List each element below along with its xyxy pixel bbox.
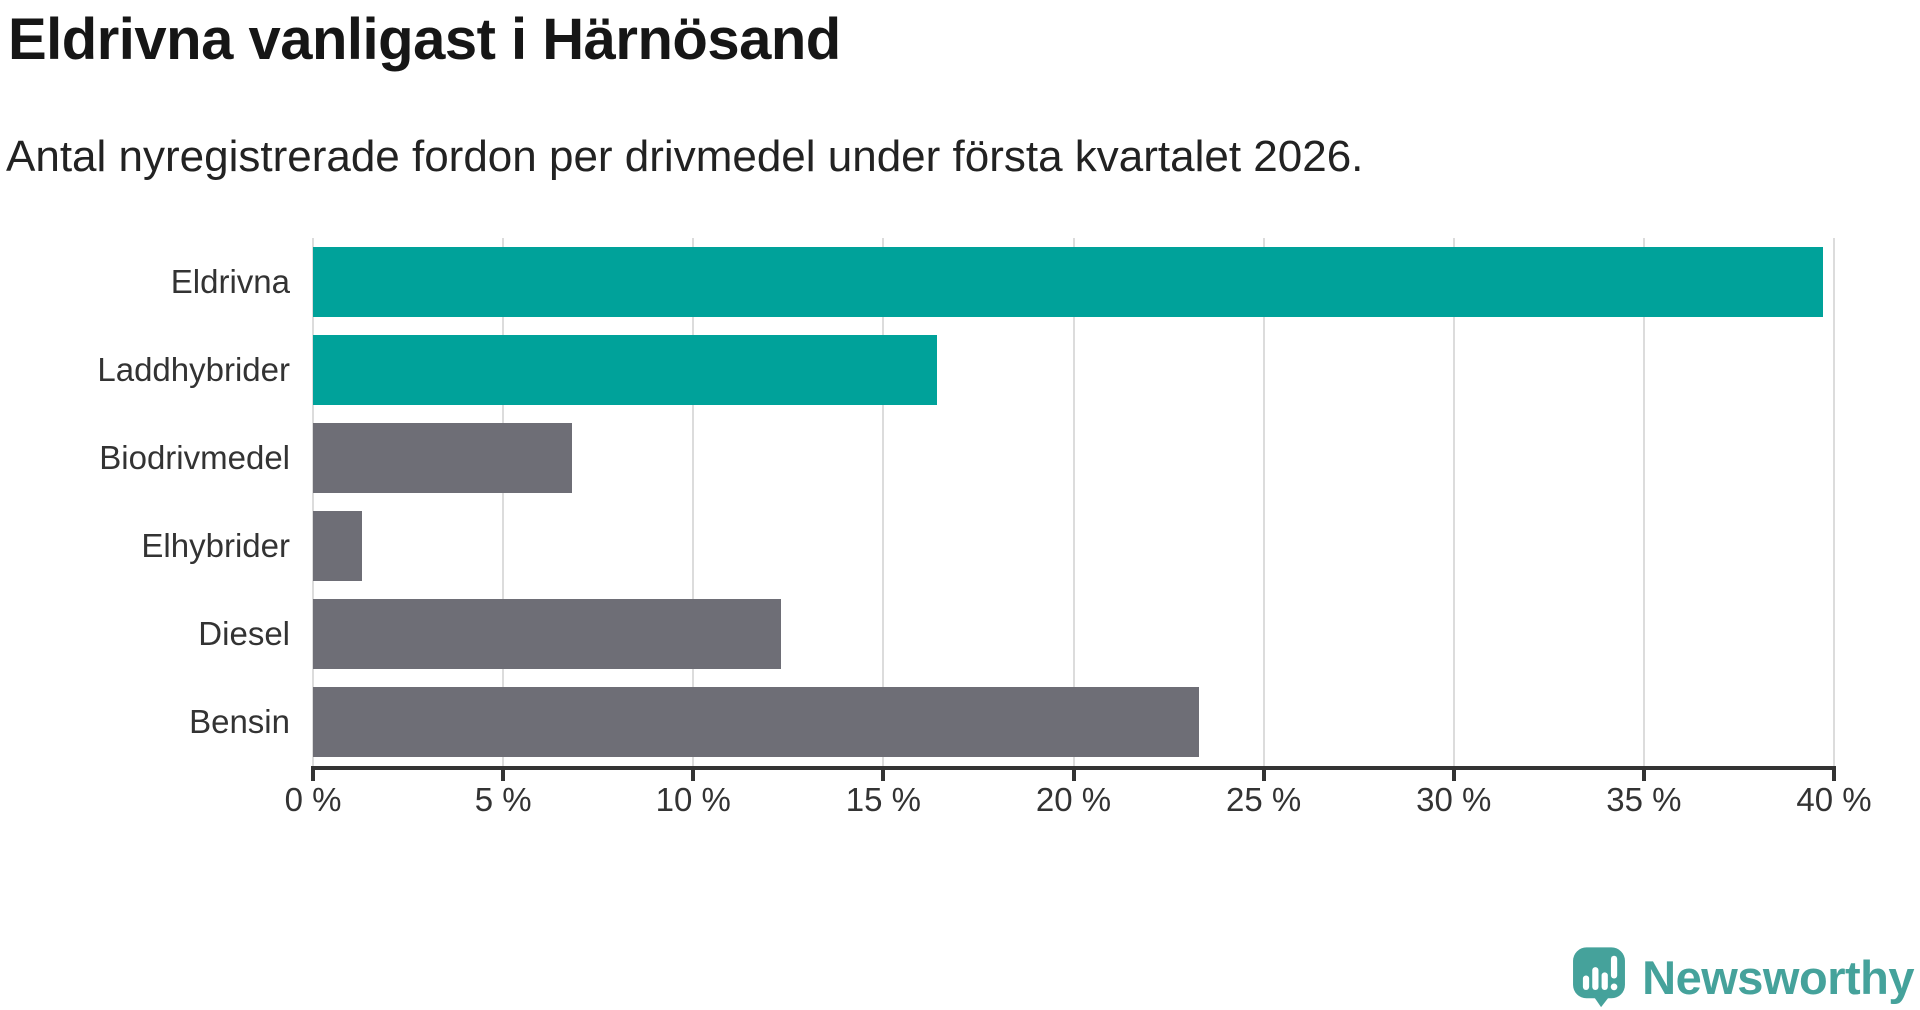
chart-subtitle: Antal nyregistrerade fordon per drivmede… [6,132,1364,181]
x-axis-tick-mark [1451,766,1456,781]
x-axis-tick-label: 40 % [1796,781,1872,818]
x-axis-tick-label: 20 % [1035,781,1112,818]
x-axis-tick-mark [1832,766,1836,781]
x-axis-tick-mark [311,766,315,781]
x-axis-tick-mark [1071,766,1076,781]
x-axis-tick-mark [501,766,506,781]
gridline [692,238,695,766]
gridline [1072,238,1075,766]
bar-eldrivna [313,247,1823,317]
gridline [1833,238,1835,766]
category-label: Diesel [198,615,290,652]
gridline [882,238,885,766]
x-axis-tick-label: 5 % [474,781,532,818]
gridline [312,238,314,766]
newsworthy-logo-icon [1573,947,1626,1008]
gridline [1262,238,1265,766]
category-label: Eldrivna [170,263,290,300]
gridline [502,238,505,766]
category-label: Biodrivmedel [99,439,290,476]
gridline [1642,238,1645,766]
bar-bensin [313,687,1199,757]
x-axis-tick-label: 0 % [284,781,342,818]
gridline [1452,238,1455,766]
category-label: Bensin [189,703,290,740]
bar-laddhybrider [313,335,937,405]
x-axis-tick-label: 15 % [845,781,921,818]
x-axis-tick-mark [1261,766,1266,781]
bar-biodrivmedel [313,423,572,493]
category-label: Elhybrider [141,527,290,564]
x-axis-tick-mark [881,766,886,781]
x-axis-tick-mark [1641,766,1646,781]
x-axis-tick-label: 30 % [1416,781,1492,818]
x-axis-tick-label: 25 % [1226,781,1302,818]
category-label: Laddhybrider [97,351,290,388]
x-axis-tick-label: 35 % [1606,781,1682,818]
x-axis-tick-label: 10 % [655,781,731,818]
bar-elhybrider [313,511,363,581]
brand-name: Newsworthy [1642,950,1914,1004]
chart-title: Eldrivna vanligast i Härnösand [8,7,841,72]
brand-footer: Newsworthy [1572,946,1914,1008]
bar-diesel [313,599,781,669]
x-axis-tick-mark [691,766,696,781]
